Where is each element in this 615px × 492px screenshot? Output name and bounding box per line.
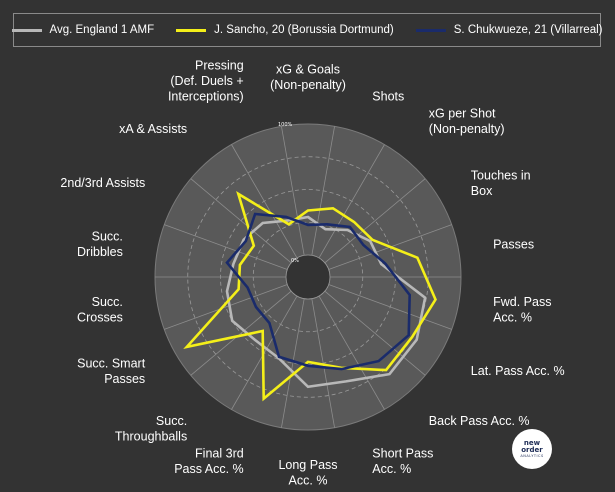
series-line-0 — [225, 215, 427, 389]
logo-text-line-3: ANALYTICS — [520, 453, 544, 458]
category-label-line: Short Pass — [372, 447, 433, 461]
legend: Avg. England 1 AMF J. Sancho, 20 (Boruss… — [11, 13, 603, 47]
category-label-line: (Def. Duels + — [170, 74, 243, 88]
category-label-line: Acc. % — [372, 462, 411, 476]
ring-labels: 0% 100% — [278, 122, 299, 264]
logo-text-line-2: order — [521, 445, 543, 454]
category-label: Passes — [493, 237, 534, 251]
category-label: 2nd/3rd Assists — [60, 176, 145, 190]
radar-spoke — [190, 178, 292, 264]
category-label-line: Back Pass Acc. % — [429, 414, 530, 428]
radar-spoke — [311, 126, 335, 256]
category-label-line: Shots — [372, 89, 404, 103]
radar-spoke — [231, 144, 298, 259]
legend-swatch-sancho — [176, 28, 207, 32]
category-label-line: Succ. — [92, 295, 123, 309]
category-label: xG & Goals (Non-penalty) — [270, 63, 346, 93]
legend-swatch-chukwueze — [415, 28, 446, 32]
category-label-line: Acc. % — [493, 310, 532, 324]
category-label-line: Throughballs — [115, 430, 187, 444]
category-label: Succ. Throughballs — [115, 414, 187, 444]
ring-label-max: 100% — [278, 122, 293, 128]
category-label-line: Dribbles — [77, 245, 123, 259]
category-label-line: Final 3rd — [195, 447, 244, 461]
category-label-line: Crosses — [77, 310, 123, 324]
category-label: Succ. Smart Passes — [77, 356, 146, 386]
category-label-line: Pass Acc. % — [174, 462, 243, 476]
new-order-analytics-logo: new order ANALYTICS — [512, 429, 552, 469]
category-label-line: Succ. — [156, 414, 187, 428]
radar-spoke — [318, 144, 385, 259]
series-line-1 — [183, 191, 437, 402]
category-label-line: Succ. Smart — [77, 356, 146, 370]
category-label-line: Pressing — [195, 58, 244, 72]
category-label: xG per Shot (Non-penalty) — [429, 107, 505, 137]
category-label: Touches in Box — [471, 168, 531, 198]
radar-series — [183, 191, 437, 402]
category-label-line: Fwd. Pass — [493, 295, 551, 309]
radar-inner-hole — [286, 255, 330, 299]
logo-text-line-1: new — [523, 438, 541, 447]
category-label-line: Passes — [104, 372, 145, 386]
radar-spoke — [318, 295, 385, 410]
category-label-line: Succ. — [92, 230, 123, 244]
category-label-line: (Non-penalty) — [270, 78, 346, 92]
category-label-line: Box — [471, 184, 493, 198]
category-label: Shots — [372, 89, 404, 103]
category-label: Final 3rd Pass Acc. % — [174, 447, 244, 477]
legend-item-sancho: J. Sancho, 20 (Borussia Dortmund) — [176, 24, 394, 36]
radar-background — [155, 124, 461, 430]
legend-item-average: Avg. England 1 AMF — [11, 24, 155, 36]
category-label: Pressing (Def. Duels + Interceptions) — [168, 58, 244, 103]
category-label: Short Pass Acc. % — [372, 447, 433, 477]
radar-spoke — [324, 178, 426, 264]
radar-spoke — [190, 290, 292, 376]
category-label: Back Pass Acc. % — [429, 414, 530, 428]
category-label-line: Lat. Pass Acc. % — [471, 364, 565, 378]
category-label-line: Touches in — [471, 168, 531, 182]
category-label-line: xG & Goals — [276, 63, 340, 77]
radar-spoke — [281, 298, 305, 428]
category-label: xA & Assists — [119, 122, 187, 136]
radar-spoke — [164, 224, 288, 270]
radar-spoke — [328, 284, 452, 330]
legend-swatch-average — [11, 28, 42, 32]
category-label-line: Interceptions) — [168, 89, 244, 103]
radar-spoke — [311, 298, 335, 428]
series-line-2 — [225, 212, 412, 371]
category-label-line: xG per Shot — [429, 107, 496, 121]
radar-spoke — [281, 126, 305, 256]
category-label: Lat. Pass Acc. % — [471, 364, 565, 378]
category-label-line: Long Pass — [278, 458, 337, 472]
category-label-line: (Non-penalty) — [429, 122, 505, 136]
legend-label-average: Avg. England 1 AMF — [49, 24, 155, 36]
radar-spoke — [324, 290, 426, 376]
category-label-line: 2nd/3rd Assists — [60, 176, 145, 190]
legend-item-chukwueze: S. Chukwueze, 21 (Villarreal) — [415, 24, 603, 36]
ring-label-min: 0% — [291, 258, 299, 264]
category-label: Fwd. Pass Acc. % — [493, 295, 551, 325]
category-label-line: Passes — [493, 237, 534, 251]
legend-label-chukwueze: S. Chukwueze, 21 (Villarreal) — [453, 24, 603, 36]
radar-spoke — [164, 284, 288, 330]
category-label: Succ. Dribbles — [77, 230, 123, 260]
legend-label-sancho: J. Sancho, 20 (Borussia Dortmund) — [214, 24, 394, 36]
category-label: Succ. Crosses — [77, 295, 123, 325]
category-label: Long Pass Acc. % — [278, 458, 337, 488]
category-label-line: xA & Assists — [119, 122, 187, 136]
category-label-line: Acc. % — [289, 474, 328, 488]
